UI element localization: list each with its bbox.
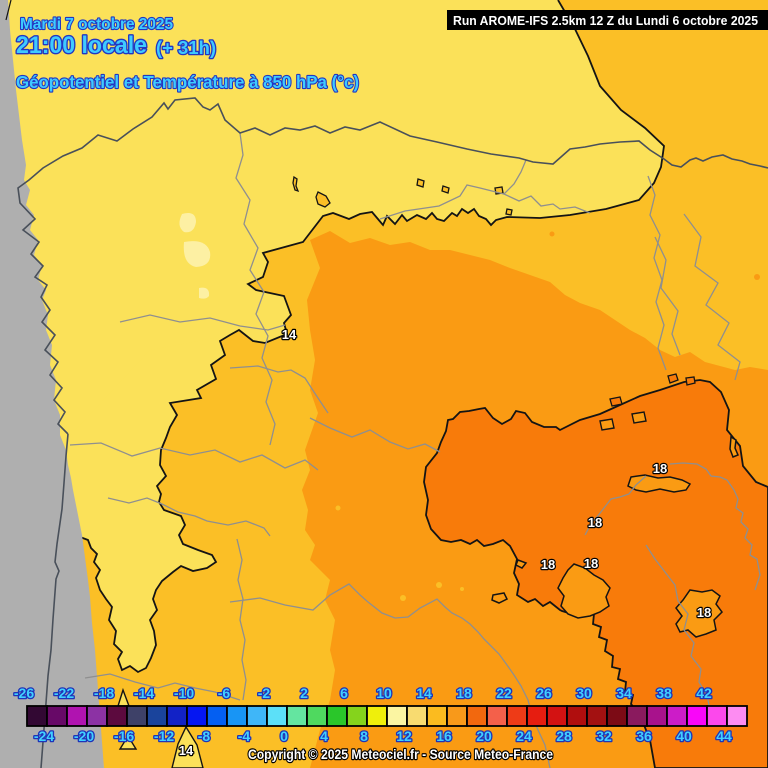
svg-text:-2: -2 bbox=[258, 685, 271, 701]
svg-text:18: 18 bbox=[456, 685, 472, 701]
svg-text:16: 16 bbox=[436, 728, 452, 744]
svg-text:18: 18 bbox=[697, 605, 711, 620]
svg-text:-6: -6 bbox=[218, 685, 231, 701]
svg-text:Mardi 7 octobre 2025: Mardi 7 octobre 2025 bbox=[20, 16, 173, 33]
svg-text:10: 10 bbox=[376, 685, 392, 701]
svg-text:21:00 locale: 21:00 locale bbox=[16, 32, 147, 59]
svg-text:-8: -8 bbox=[198, 728, 211, 744]
svg-text:(+ 31h): (+ 31h) bbox=[156, 38, 216, 58]
svg-text:-14: -14 bbox=[134, 685, 154, 701]
svg-text:18: 18 bbox=[584, 556, 598, 571]
svg-text:28: 28 bbox=[556, 728, 572, 744]
svg-text:24: 24 bbox=[516, 728, 532, 744]
svg-text:-22: -22 bbox=[54, 685, 74, 701]
svg-text:26: 26 bbox=[536, 685, 552, 701]
svg-text:Géopotentiel et Température à: Géopotentiel et Température à 850 hPa (°… bbox=[16, 72, 359, 92]
svg-text:-24: -24 bbox=[34, 728, 54, 744]
svg-text:-18: -18 bbox=[94, 685, 114, 701]
svg-text:38: 38 bbox=[656, 685, 672, 701]
svg-text:40: 40 bbox=[676, 728, 692, 744]
svg-text:14: 14 bbox=[282, 327, 297, 342]
svg-text:14: 14 bbox=[416, 685, 432, 701]
svg-text:20: 20 bbox=[476, 728, 492, 744]
svg-text:22: 22 bbox=[496, 685, 512, 701]
svg-text:30: 30 bbox=[576, 685, 592, 701]
svg-text:Run AROME-IFS 2.5km 12 Z du Lu: Run AROME-IFS 2.5km 12 Z du Lundi 6 octo… bbox=[453, 13, 758, 28]
svg-text:6: 6 bbox=[340, 685, 348, 701]
svg-text:34: 34 bbox=[616, 685, 632, 701]
svg-text:18: 18 bbox=[588, 515, 602, 530]
svg-text:-12: -12 bbox=[154, 728, 174, 744]
svg-text:44: 44 bbox=[716, 728, 732, 744]
svg-text:8: 8 bbox=[360, 728, 368, 744]
svg-text:Copyright © 2025 Meteociel.fr: Copyright © 2025 Meteociel.fr - Source M… bbox=[248, 746, 553, 762]
svg-text:14: 14 bbox=[179, 743, 194, 758]
svg-text:18: 18 bbox=[653, 461, 667, 476]
svg-text:42: 42 bbox=[696, 685, 712, 701]
svg-text:-26: -26 bbox=[14, 685, 34, 701]
svg-text:-20: -20 bbox=[74, 728, 94, 744]
svg-text:36: 36 bbox=[636, 728, 652, 744]
svg-text:0: 0 bbox=[280, 728, 288, 744]
svg-text:32: 32 bbox=[596, 728, 612, 744]
svg-text:18: 18 bbox=[541, 557, 555, 572]
svg-text:4: 4 bbox=[320, 728, 328, 744]
svg-text:2: 2 bbox=[300, 685, 308, 701]
svg-text:-4: -4 bbox=[238, 728, 251, 744]
svg-text:12: 12 bbox=[396, 728, 412, 744]
svg-text:-16: -16 bbox=[114, 728, 134, 744]
svg-text:-10: -10 bbox=[174, 685, 194, 701]
